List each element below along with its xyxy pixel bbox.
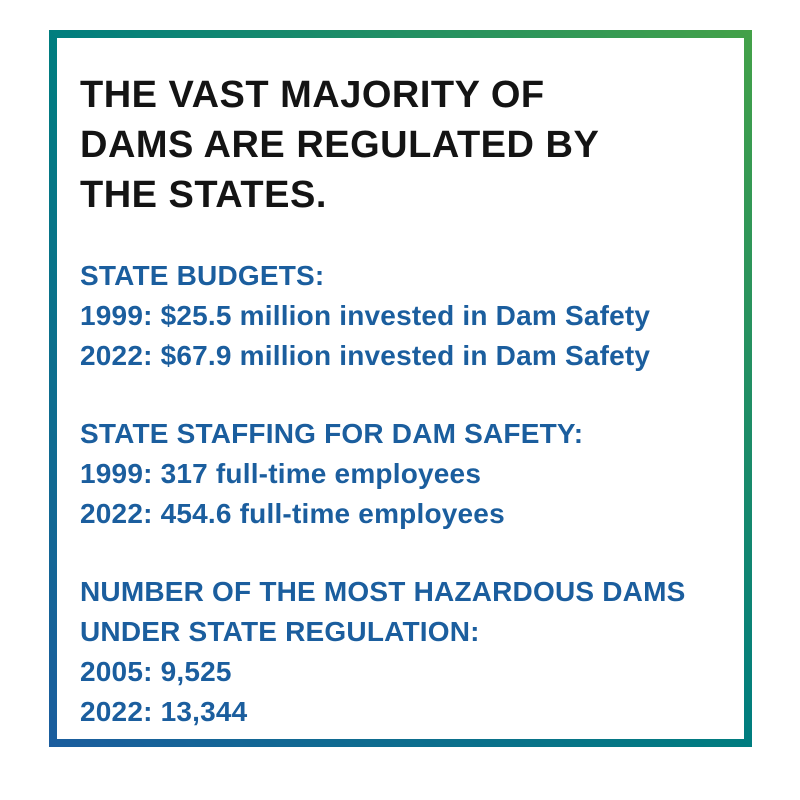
section-state-budgets: STATE BUDGETS: 1999: $25.5 million inves… xyxy=(80,256,724,376)
section-state-staffing: STATE STAFFING FOR DAM SAFETY: 1999: 317… xyxy=(80,414,724,534)
gradient-border-card: THE VAST MAJORITY OF DAMS ARE REGULATED … xyxy=(49,30,752,747)
stat-staffing-2022: 2022: 454.6 full-time employees xyxy=(80,498,505,529)
section-heading-state-staffing: STATE STAFFING FOR DAM SAFETY: xyxy=(80,418,584,449)
stat-hazardous-2005: 2005: 9,525 xyxy=(80,656,232,687)
stat-hazardous-2022: 2022: 13,344 xyxy=(80,696,248,727)
section-heading-state-budgets: STATE BUDGETS: xyxy=(80,260,325,291)
section-heading-hazardous-dams: NUMBER OF THE MOST HAZARDOUS DAMS UNDER … xyxy=(80,576,686,647)
stat-budget-1999: 1999: $25.5 million invested in Dam Safe… xyxy=(80,300,651,331)
stat-staffing-1999: 1999: 317 full-time employees xyxy=(80,458,482,489)
page-title: THE VAST MAJORITY OF DAMS ARE REGULATED … xyxy=(80,74,599,216)
stat-budget-2022: 2022: $67.9 million invested in Dam Safe… xyxy=(80,340,651,371)
section-hazardous-dams: NUMBER OF THE MOST HAZARDOUS DAMS UNDER … xyxy=(80,572,724,732)
card-content: THE VAST MAJORITY OF DAMS ARE REGULATED … xyxy=(57,38,744,739)
